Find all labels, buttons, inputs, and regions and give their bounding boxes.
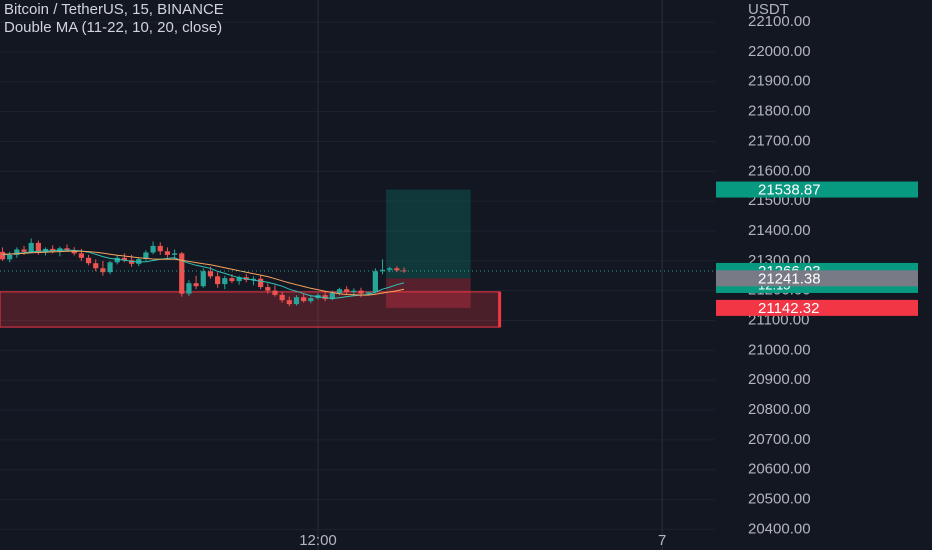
candle-body <box>250 278 257 280</box>
moving-average <box>2 249 405 299</box>
candle-body <box>258 278 264 288</box>
candle-body <box>7 254 13 260</box>
x-tick-label: 7 <box>658 532 666 549</box>
candle-body <box>344 289 350 293</box>
price-label: 21241.38 <box>758 270 821 287</box>
price-label: 21142.32 <box>758 300 819 317</box>
y-tick-label: 21600.00 <box>748 162 811 179</box>
candle-body <box>394 268 400 271</box>
candle-body <box>64 248 70 251</box>
zone-edge <box>498 291 502 328</box>
chart-title: Bitcoin / TetherUS, 15, BINANCE <box>4 1 224 18</box>
candle-body <box>136 259 142 264</box>
price-label-box <box>716 270 918 287</box>
y-tick-label: 20800.00 <box>748 401 811 418</box>
position-profit <box>386 189 471 279</box>
candle-body <box>293 297 300 305</box>
x-tick-label: 12:00 <box>299 532 337 549</box>
candle-body <box>50 248 56 252</box>
candle-body <box>329 293 335 300</box>
candle-body <box>78 253 84 258</box>
candle-body <box>200 271 206 287</box>
y-tick-label: 20500.00 <box>748 491 811 508</box>
candle-body <box>308 298 314 302</box>
candle-body <box>222 278 228 285</box>
y-tick-label: 20700.00 <box>748 431 811 448</box>
candle-body <box>301 297 307 302</box>
moving-average <box>2 250 405 296</box>
y-tick-label: 21900.00 <box>748 73 811 90</box>
candle-body <box>372 271 378 293</box>
candle-body <box>265 287 271 291</box>
y-tick-label: 21800.00 <box>748 103 811 120</box>
candle-body <box>128 260 135 264</box>
candle-body <box>379 269 386 272</box>
candle-body <box>150 245 156 253</box>
candle-body <box>236 277 242 282</box>
candle-body <box>121 257 128 261</box>
candle-body <box>171 253 178 255</box>
candle-body <box>272 290 278 295</box>
y-tick-label: 20600.00 <box>748 461 811 478</box>
candle-body <box>28 242 34 252</box>
indicator-label: Double MA (11-22, 10, 20, close) <box>4 19 222 36</box>
y-tick-label: 22100.00 <box>748 13 811 30</box>
y-tick-label: 21000.00 <box>748 341 811 358</box>
candle-body <box>21 249 27 252</box>
price-label-box <box>716 181 918 198</box>
y-tick-label: 20900.00 <box>748 371 811 388</box>
candle-body <box>114 257 120 263</box>
candle-body <box>157 245 163 252</box>
price-label-box <box>716 299 918 316</box>
candle-body <box>143 252 149 260</box>
candle-body <box>279 294 285 301</box>
candle-body <box>387 268 393 270</box>
y-tick-label: 21700.00 <box>748 132 811 149</box>
candle-body <box>186 283 192 294</box>
candle-body <box>286 300 292 305</box>
y-axis-label: USDT <box>748 1 789 18</box>
position-loss <box>386 278 471 308</box>
candle-body <box>322 295 328 300</box>
y-tick-label: 22000.00 <box>748 43 811 60</box>
price-label: 21538.87 <box>758 182 821 199</box>
candle-body <box>0 251 6 260</box>
y-tick-label: 21400.00 <box>748 222 811 239</box>
candle-body <box>351 290 357 293</box>
candle-body <box>85 257 92 264</box>
candle-body <box>93 263 99 269</box>
candle-body <box>229 278 235 282</box>
candle-body <box>100 268 106 273</box>
candle-body <box>365 292 371 294</box>
candle-body <box>193 283 199 287</box>
candle-body <box>179 253 185 294</box>
candle-body <box>215 276 221 285</box>
candle-body <box>336 289 343 294</box>
y-tick-label: 20400.00 <box>748 520 811 537</box>
candle-body <box>358 290 364 294</box>
candle-body <box>107 262 113 273</box>
candle-body <box>164 251 171 255</box>
candle-body <box>14 249 20 255</box>
candle-body <box>207 271 214 277</box>
candle-body <box>35 242 41 253</box>
